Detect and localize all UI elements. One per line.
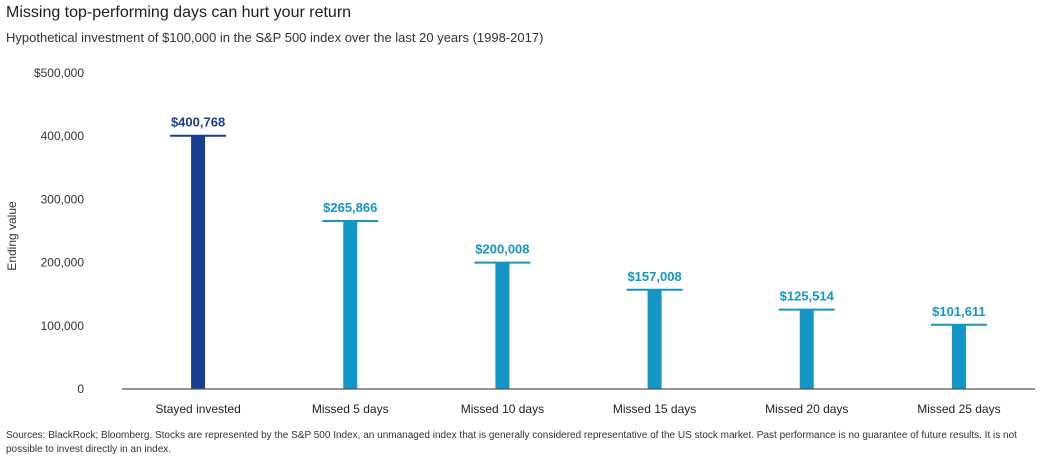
category-labels: Stayed invested Missed 5 days Missed 10 da… — [155, 402, 1000, 416]
chart-subtitle: Hypothetical investment of $100,000 in t… — [6, 30, 544, 45]
y-tick-label: $500,000 — [34, 66, 84, 80]
category-label: Missed 10 days — [461, 402, 544, 416]
bars — [191, 135, 966, 389]
category-label: Missed 25 days — [917, 402, 1000, 416]
value-labels: $400,768 $265,866 $200,008 $157,008 $125,514… — [171, 115, 986, 319]
chart-title: Missing top-performing days can hurt you… — [6, 4, 352, 21]
y-tick-label: 400,000 — [41, 129, 85, 143]
category-label: Missed 5 days — [312, 402, 389, 416]
category-label: Missed 20 days — [765, 402, 848, 416]
bar-chart: Ending value 0 100,000 200,000 300,000 400,0… — [5, 66, 1035, 416]
y-axis-ticks: 0 100,000 200,000 300,000 400,000 $500,000 — [34, 66, 84, 396]
bar — [799, 309, 814, 389]
y-tick-label: 100,000 — [41, 319, 85, 333]
bar-caps — [170, 134, 987, 326]
y-tick-label: 300,000 — [41, 192, 85, 206]
bar — [191, 135, 206, 389]
bar — [951, 324, 966, 389]
bar — [343, 220, 358, 389]
sources-footnote: Sources: BlackRock; Bloomberg. Stocks ar… — [6, 430, 1017, 455]
y-tick-label: 200,000 — [41, 256, 85, 270]
value-label: $265,866 — [323, 200, 377, 215]
y-axis-title: Ending value — [5, 201, 19, 271]
y-tick-label: 0 — [77, 382, 84, 396]
value-label: $125,514 — [780, 289, 835, 304]
value-label: $200,008 — [475, 242, 529, 257]
category-label: Stayed invested — [155, 402, 240, 416]
value-label: $101,611 — [932, 304, 986, 319]
value-label: $400,768 — [171, 115, 225, 130]
bar — [495, 262, 510, 389]
category-label: Missed 15 days — [613, 402, 696, 416]
bar — [647, 289, 662, 389]
value-label: $157,008 — [627, 269, 681, 284]
